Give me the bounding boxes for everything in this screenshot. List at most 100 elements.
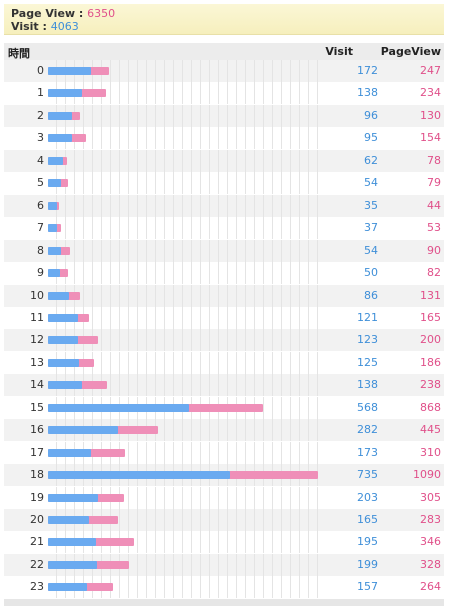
- table-row: 2 96 130: [4, 104, 444, 127]
- visit-value: 165: [357, 513, 378, 526]
- hour-label: 15: [30, 400, 44, 414]
- bar-area: [48, 329, 324, 352]
- summary-panel: Page View : 6350 Visit : 4063: [4, 4, 444, 35]
- pageview-value: 328: [420, 557, 441, 571]
- pageview-total-value: 6350: [87, 7, 116, 20]
- bar-area: [48, 306, 324, 329]
- visit-bar: [48, 538, 97, 547]
- visit-bar: [48, 358, 79, 367]
- header-pageview: PageView: [380, 45, 441, 58]
- visit-bar: [48, 493, 99, 502]
- header-hour: 時間: [8, 47, 30, 60]
- visit-total: Visit : 4063: [11, 20, 79, 33]
- bar-area: [48, 149, 324, 172]
- hour-label: 9: [37, 266, 44, 280]
- pageview-value: 82: [427, 266, 441, 280]
- visit-bar: [48, 516, 89, 524]
- pageview-value: 247: [420, 64, 441, 77]
- bar-area: [48, 419, 324, 442]
- visit-value: 138: [357, 378, 378, 392]
- pageview-value: 200: [420, 333, 441, 347]
- visit-value: 86: [364, 288, 378, 302]
- pageview-value: 53: [427, 221, 441, 235]
- table-row: 14 138 238: [4, 374, 444, 397]
- pageview-value: 305: [420, 490, 441, 504]
- visit-value: 37: [364, 221, 378, 235]
- visit-bar: [48, 313, 78, 322]
- pageview-value: 154: [420, 131, 441, 145]
- visit-value: 54: [364, 243, 378, 257]
- bar-area: [48, 284, 324, 307]
- visit-bar: [48, 269, 61, 278]
- table-row: 1 138 234: [4, 82, 444, 105]
- visit-bar: [48, 381, 83, 390]
- table-row: 7 37 53: [4, 217, 444, 240]
- visit-value: 735: [357, 468, 378, 482]
- visit-bar: [48, 134, 72, 143]
- pageview-value: 44: [427, 198, 441, 212]
- hour-label: 21: [30, 535, 44, 549]
- pageview-value: 165: [420, 310, 441, 324]
- bar-area: [48, 194, 324, 217]
- bar-area: [48, 374, 324, 397]
- table-row: 17 173 310: [4, 441, 444, 464]
- visit-bar: [48, 67, 91, 75]
- visit-bar: [48, 201, 57, 210]
- pageview-value: 1090: [413, 468, 441, 482]
- bar-area: [48, 486, 324, 509]
- visit-bar: [48, 560, 98, 569]
- table-row: 4 62 78: [4, 149, 444, 172]
- table-header: 時間 Visit PageView: [4, 43, 444, 60]
- visit-bar: [48, 224, 58, 233]
- table-row: 22 199 328: [4, 553, 444, 576]
- visit-bar: [48, 246, 62, 255]
- hour-label: 6: [37, 198, 44, 212]
- header-visit: Visit: [325, 45, 353, 58]
- table-row: 23 157 264: [4, 576, 444, 599]
- visit-value: 35: [364, 198, 378, 212]
- bar-area: [48, 531, 324, 554]
- visit-value: 172: [357, 64, 378, 77]
- table-row: 15 568 868: [4, 396, 444, 419]
- table-row: 5 54 79: [4, 172, 444, 195]
- hour-label: 8: [37, 243, 44, 257]
- bar-area: [48, 172, 324, 195]
- visit-bar: [48, 426, 118, 435]
- pageview-total-label: Page View :: [11, 7, 88, 20]
- bar-area: [48, 464, 324, 487]
- visit-value: 95: [364, 131, 378, 145]
- bar-area: [48, 60, 324, 82]
- visit-bar: [48, 471, 231, 480]
- visit-value: 125: [357, 355, 378, 369]
- pageview-value: 264: [420, 580, 441, 594]
- visit-value: 54: [364, 176, 378, 190]
- hour-label: 2: [37, 108, 44, 122]
- pageview-value: 131: [420, 288, 441, 302]
- visit-bar: [48, 111, 72, 120]
- table-row: 10 86 131: [4, 284, 444, 307]
- pageview-value: 186: [420, 355, 441, 369]
- table-footer: [4, 599, 444, 606]
- bar-area: [48, 104, 324, 127]
- pageview-value: 79: [427, 176, 441, 190]
- hour-label: 23: [30, 580, 44, 594]
- table-row: 20 165 283: [4, 509, 444, 531]
- visit-value: 195: [357, 535, 378, 549]
- pageview-value: 238: [420, 378, 441, 392]
- visit-bar: [48, 89, 83, 98]
- table-row: 19 203 305: [4, 486, 444, 509]
- bar-area: [48, 239, 324, 262]
- table-row: 11 121 165: [4, 306, 444, 329]
- visit-value: 138: [357, 86, 378, 100]
- pageview-value: 234: [420, 86, 441, 100]
- pageview-value: 445: [420, 423, 441, 437]
- hour-label: 1: [37, 86, 44, 100]
- visit-total-label: Visit :: [11, 20, 51, 33]
- bar-area: [48, 509, 324, 531]
- visit-value: 568: [357, 400, 378, 414]
- table-row: 12 123 200: [4, 329, 444, 352]
- bar-area: [48, 127, 324, 150]
- visit-bar: [48, 179, 62, 188]
- hour-label: 18: [30, 468, 44, 482]
- table-row: 16 282 445: [4, 419, 444, 442]
